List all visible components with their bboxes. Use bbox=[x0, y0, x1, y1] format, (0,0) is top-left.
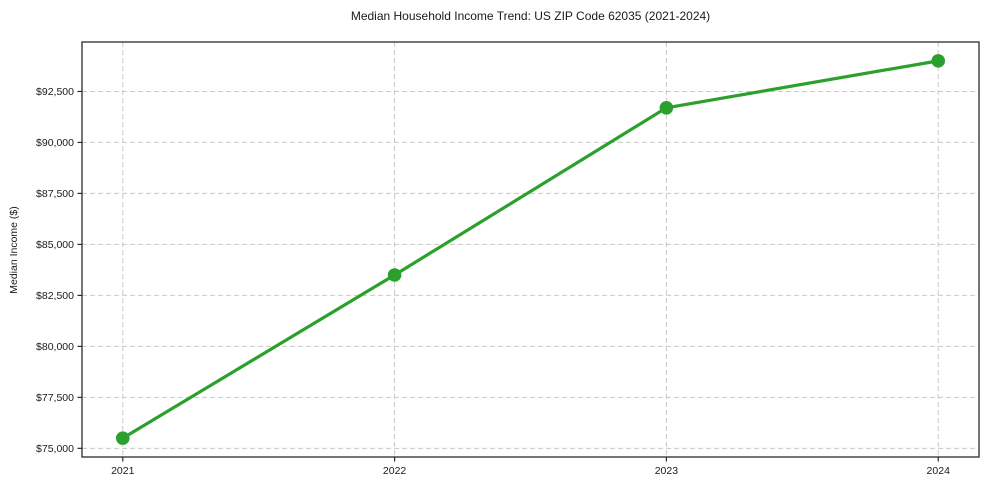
y-tick-label: $87,500 bbox=[36, 188, 74, 200]
data-point-marker bbox=[387, 268, 402, 282]
x-tick-label: 2024 bbox=[927, 465, 951, 477]
y-tick-label: $90,000 bbox=[36, 137, 74, 149]
y-tick-label: $75,000 bbox=[36, 443, 74, 455]
chart-title: Median Household Income Trend: US ZIP Co… bbox=[350, 9, 711, 23]
data-point-marker bbox=[931, 54, 946, 68]
y-tick-label: $82,500 bbox=[36, 290, 74, 302]
x-tick-label: 2023 bbox=[655, 465, 679, 477]
income-trend-line bbox=[121, 59, 940, 440]
data-point-marker bbox=[659, 100, 674, 115]
y-tick-label: $85,000 bbox=[36, 239, 74, 251]
plot-border bbox=[81, 41, 980, 458]
y-tick-label: $92,500 bbox=[36, 86, 74, 98]
x-tick-label: 2022 bbox=[383, 465, 407, 477]
x-tick-label: 2021 bbox=[111, 465, 135, 477]
data-point-marker bbox=[115, 431, 130, 445]
y-tick-label: $77,500 bbox=[36, 392, 74, 404]
y-tick-label: $80,000 bbox=[36, 341, 74, 353]
